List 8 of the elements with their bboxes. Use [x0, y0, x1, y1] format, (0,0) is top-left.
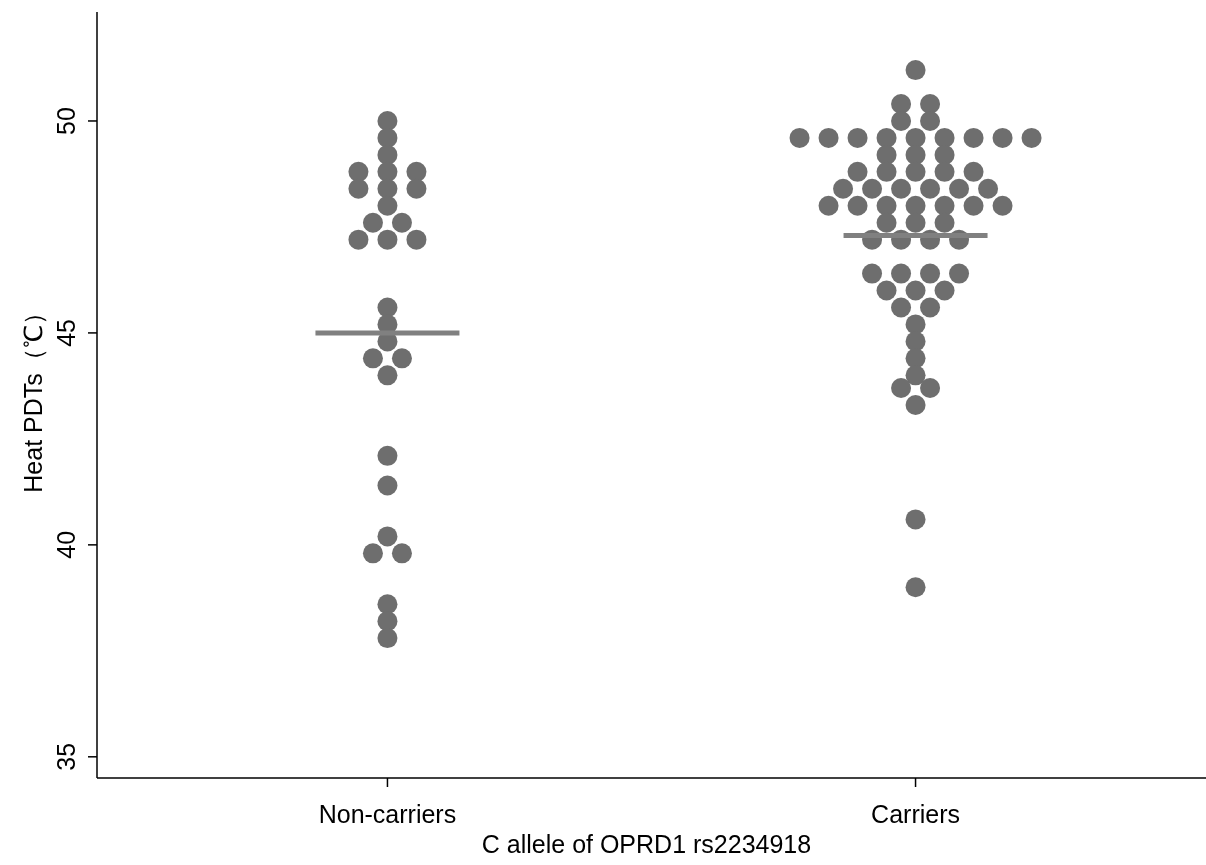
y-tick-label: 35 [52, 742, 80, 771]
y-tick-label: 50 [52, 107, 80, 135]
y-tick-label: 45 [52, 319, 80, 347]
x-axis-title: C allele of OPRD1 rs2234918 [481, 830, 812, 858]
y-axis-title: Heat PDTs（℃） [19, 300, 47, 493]
y-tick-label: 40 [52, 530, 80, 559]
x-tick-label: Non-carriers [318, 800, 457, 828]
x-tick-label: Carriers [871, 800, 960, 828]
